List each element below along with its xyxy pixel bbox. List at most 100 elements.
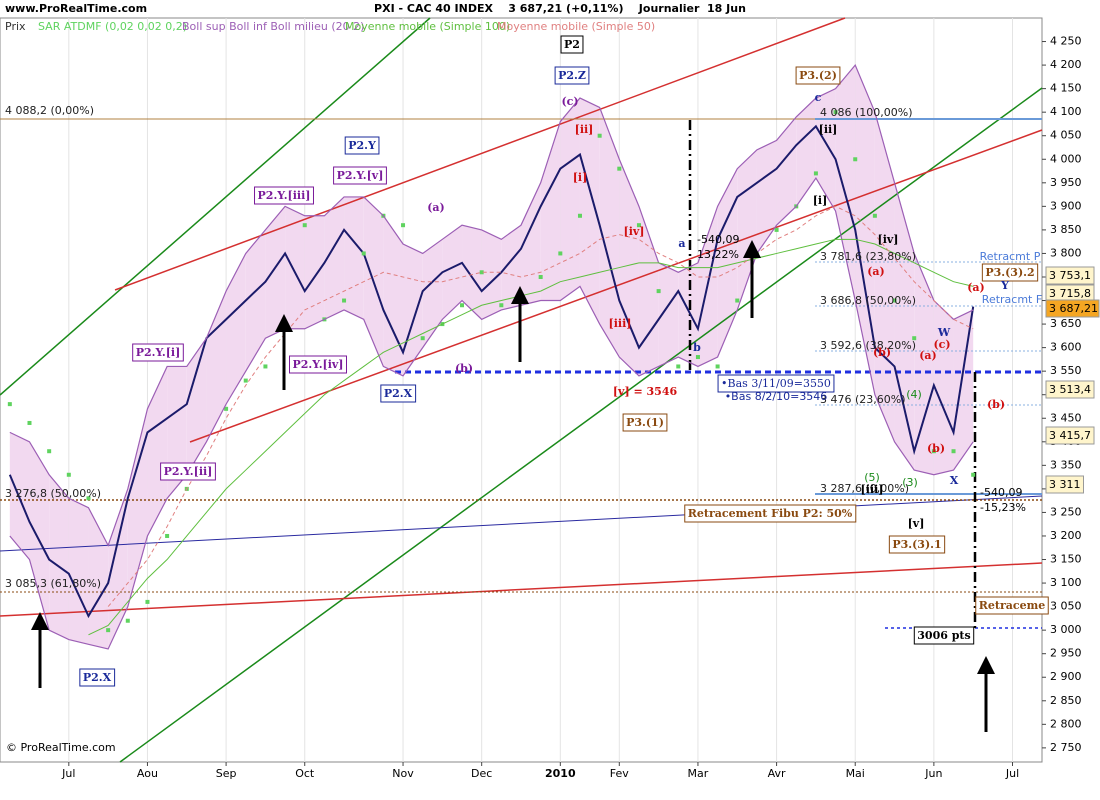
x-tick-label: Nov xyxy=(392,767,414,780)
band-fill xyxy=(422,239,443,348)
band-fill xyxy=(756,140,777,254)
y-tick-label: 4 100 xyxy=(1050,105,1082,118)
x-tick-label: Oct xyxy=(295,767,315,780)
annotation-box xyxy=(333,166,387,185)
annotation: 4 088,2 (0,00%) xyxy=(5,104,94,117)
annotation-box xyxy=(717,374,835,393)
sar-dot xyxy=(47,449,52,454)
annotation: P2.Y.[iv] xyxy=(293,358,344,371)
annotation: (c) xyxy=(561,95,578,108)
annotation: 3 686,8 (50,00%) xyxy=(820,294,916,307)
annotation: •Bas 3/11/09=3550 xyxy=(721,377,831,390)
x-tick-label: Jun xyxy=(924,767,942,780)
annotation: 3006 pts xyxy=(917,629,970,642)
annotation-box xyxy=(684,504,857,523)
band-fill xyxy=(462,225,482,320)
band-fill xyxy=(344,196,364,320)
band-fill xyxy=(324,196,345,320)
sar-dot xyxy=(715,364,720,369)
annotation: •Bas 8/2/10=3546 xyxy=(725,390,828,403)
band-fill xyxy=(619,159,639,376)
annotation: [v] = 3546 xyxy=(613,385,678,398)
x-tick-label: Mai xyxy=(846,767,865,780)
annotation: P2.Y.[i] xyxy=(136,346,181,359)
band-fill xyxy=(894,182,915,471)
sar-dot xyxy=(833,110,838,115)
plot-frame xyxy=(0,17,1043,763)
y-tick-label: 3 050 xyxy=(1050,600,1082,613)
annotation: Retracement Fibu P2: 50% xyxy=(688,507,853,520)
band-fill xyxy=(501,225,521,310)
band-fill xyxy=(403,244,423,376)
sar-dot xyxy=(636,223,641,228)
annotation: 3 085,3 (61,80%) xyxy=(5,577,101,590)
annotation: (b) xyxy=(873,346,891,359)
chart-title: PXI - CAC 40 INDEX 3 687,21 (+0,11%) Jou… xyxy=(374,2,746,15)
annotation: P2.X xyxy=(83,671,112,684)
annotation: P3.(3).1 xyxy=(892,538,941,551)
annotation: [iii] xyxy=(861,483,884,496)
annotation-box xyxy=(160,462,216,481)
annotation: 13,22% xyxy=(697,248,739,261)
y-tick-label: 2 950 xyxy=(1050,647,1082,660)
annotation: P2 xyxy=(564,38,580,51)
annotation-box xyxy=(913,626,975,645)
annotation: (a) xyxy=(967,281,985,294)
sar-dot xyxy=(892,298,897,303)
annotation: 3 781,6 (23,80%) xyxy=(820,250,916,263)
band-fill xyxy=(147,366,168,536)
annotation: [iv] xyxy=(878,233,899,246)
sar-dot xyxy=(342,298,347,303)
band-fill xyxy=(579,98,600,325)
x-tick-label: Dec xyxy=(471,767,492,780)
annotation: (c) xyxy=(933,338,950,351)
y-tick-label: 3 250 xyxy=(1050,505,1082,518)
sar-dot xyxy=(263,364,268,369)
sar-dot xyxy=(66,472,71,477)
band-fill xyxy=(442,225,463,320)
annotation: a xyxy=(678,237,685,250)
sar-dot xyxy=(774,227,779,232)
y-tick-label: 3 150 xyxy=(1050,553,1082,566)
annotation: P2.Y.[v] xyxy=(337,169,384,182)
x-tick-label: Avr xyxy=(768,767,786,780)
sar-dot xyxy=(912,336,917,341)
annotation: (a) xyxy=(919,349,937,362)
annotation: P2.Y xyxy=(348,139,376,152)
annotation: P2.Z xyxy=(558,69,586,82)
annotation: [i] xyxy=(573,171,588,184)
x-tick-label: Jul xyxy=(1005,767,1019,780)
annotation-box xyxy=(254,186,314,205)
band-fill xyxy=(49,474,69,640)
sar-dot xyxy=(499,303,504,308)
legend: Prix SAR ATDMF (0,02 0,02 0,2)Boll sup Bo… xyxy=(5,20,655,33)
annotation: 3 415,7 xyxy=(1049,429,1091,442)
legend-entry: Boll sup Boll inf Boll milieu (20 2) xyxy=(182,20,364,33)
annotation: -15,23% xyxy=(980,501,1026,514)
annotation-box xyxy=(975,596,1049,615)
bands xyxy=(9,65,974,649)
annotation: (5) xyxy=(864,471,880,484)
y-tick-label: 3 450 xyxy=(1050,411,1082,424)
y-tick-label: 3 950 xyxy=(1050,176,1082,189)
sar-dot xyxy=(577,213,582,218)
annotation: 3 311 xyxy=(1049,478,1081,491)
band-fill xyxy=(737,149,757,310)
band-fill xyxy=(776,116,797,226)
band-fill xyxy=(953,309,974,471)
y-tick-label: 3 850 xyxy=(1050,223,1082,236)
annotation: c xyxy=(815,91,822,104)
y-tick-label: 2 750 xyxy=(1050,741,1082,754)
band-fill xyxy=(540,121,561,301)
sar-dot xyxy=(971,472,976,477)
annotation: [ii] xyxy=(575,123,594,136)
band-fill xyxy=(383,215,404,376)
y-tick-label: 3 800 xyxy=(1050,246,1082,259)
sar-dot xyxy=(951,449,956,454)
x-tick-label: Fev xyxy=(610,767,629,780)
legend-entry: Moyenne mobile (Simple 50) xyxy=(497,20,655,33)
sar-dot xyxy=(243,378,248,383)
site-name: www.ProRealTime.com xyxy=(5,2,147,15)
annotation: (b) xyxy=(455,362,473,375)
sar-dot xyxy=(676,364,681,369)
